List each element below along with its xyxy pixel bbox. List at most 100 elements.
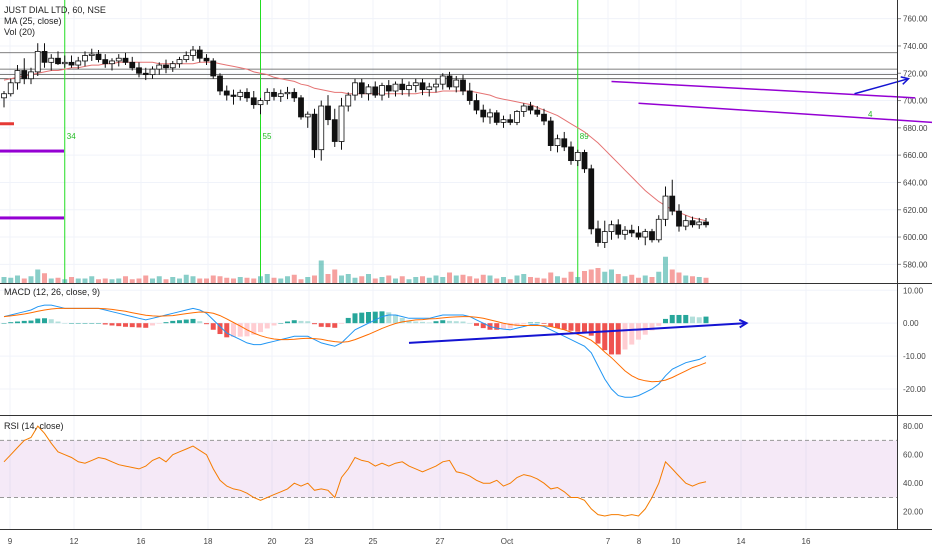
macd-histogram-bar: [170, 320, 176, 324]
macd-histogram-bar: [305, 321, 311, 324]
candle-body: [635, 232, 642, 238]
candle-body: [61, 61, 68, 65]
volume-bar: [129, 279, 135, 283]
candle-body: [412, 82, 419, 86]
candle-body: [365, 86, 372, 95]
macd-histogram-bar: [561, 323, 567, 330]
vertical-marker-label: 34: [67, 132, 76, 141]
macd-histogram-bar: [467, 323, 473, 324]
volume-bar: [345, 274, 351, 283]
volume-bar: [244, 277, 250, 283]
macd-histogram-bar: [55, 321, 61, 324]
candle-body: [345, 94, 352, 107]
candle-body: [271, 91, 277, 97]
candle-body: [608, 224, 615, 232]
candle-body: [41, 51, 48, 63]
volume-bar: [170, 277, 176, 283]
price-legend: JUST DIAL LTD, 60, NSE MA (25, close) Vo…: [4, 5, 106, 38]
candle-body: [696, 221, 703, 226]
candle-body: [406, 85, 412, 91]
volume-bar: [163, 279, 169, 283]
macd-histogram-bar: [278, 323, 284, 324]
macd-histogram-bar: [413, 321, 419, 324]
candle-body: [352, 82, 358, 96]
macd-histogram-bar: [251, 323, 257, 335]
macd-legend[interactable]: MACD (12, 26, close, 9): [4, 287, 101, 297]
candle-body: [264, 91, 271, 101]
candle-body: [311, 113, 318, 151]
signal-line: [3, 307, 707, 383]
volume-bar: [480, 274, 486, 283]
volume-bar: [352, 277, 358, 283]
left-marker: [0, 216, 64, 220]
volume-bar: [393, 278, 398, 283]
macd-histogram-bar: [35, 318, 41, 324]
price-tick-label: 760.00: [903, 15, 928, 24]
macd-histogram-bar: [102, 323, 108, 325]
volume-bar: [379, 277, 385, 283]
candle-body: [21, 70, 28, 80]
candle-body: [574, 152, 581, 162]
candle-body: [689, 220, 696, 226]
price-tick-label: 700.00: [903, 97, 928, 106]
volume-bar: [359, 276, 365, 283]
macd-histogram-bar: [555, 323, 560, 329]
macd-histogram-bar: [75, 323, 81, 324]
volume-bar: [426, 277, 432, 283]
macd-histogram-bar: [703, 316, 709, 324]
price-tick-label: 600.00: [903, 233, 928, 242]
volume-bar: [8, 277, 14, 283]
volume-bar: [21, 278, 27, 283]
volume-bar: [663, 256, 668, 283]
candle-body: [682, 220, 689, 227]
macd-histogram-bar: [575, 323, 581, 332]
macd-histogram-bar: [312, 323, 317, 325]
volume-bar: [278, 278, 284, 283]
candle-body: [250, 97, 257, 106]
candle-body: [75, 60, 82, 66]
volume-bar: [89, 276, 95, 283]
date-tick-label: 18: [204, 537, 213, 546]
volume-bar: [217, 276, 223, 283]
macd-histogram-bar: [224, 323, 230, 338]
candle-body: [439, 75, 446, 85]
date-tick-label: 9: [8, 537, 13, 546]
candle-body: [520, 105, 527, 112]
ma-legend[interactable]: MA (25, close): [4, 16, 62, 26]
candle-body: [136, 67, 142, 74]
macd-histogram-bar: [116, 323, 122, 327]
candle-body: [588, 168, 595, 230]
macd-histogram-bar: [96, 323, 101, 324]
macd-histogram-bar: [258, 323, 263, 333]
candle-body: [28, 71, 34, 80]
macd-histogram-bar: [649, 323, 655, 331]
volume-bar: [325, 274, 331, 283]
candle-body: [1, 93, 7, 99]
volume-bar: [582, 271, 587, 283]
macd-tick-label: 0.00: [903, 319, 919, 328]
candle-body: [55, 57, 61, 65]
candle-body: [669, 195, 676, 212]
macd-histogram-bar: [690, 316, 695, 324]
macd-histogram-bar: [183, 319, 189, 324]
volume-bar: [642, 275, 648, 283]
macd-histogram-bar: [143, 323, 149, 328]
volume-legend[interactable]: Vol (20): [4, 27, 36, 37]
volume-bar: [541, 278, 547, 283]
rsi-legend[interactable]: RSI (14, close): [4, 421, 64, 431]
volume-bar: [568, 271, 574, 283]
candle-body: [379, 85, 385, 96]
symbol-label[interactable]: JUST DIAL LTD, 60, NSE: [4, 5, 106, 15]
date-tick-label: Oct: [501, 537, 514, 546]
macd-histogram-bar: [501, 323, 506, 330]
macd-histogram-bar: [291, 320, 297, 324]
macd-histogram-bar: [663, 318, 668, 324]
volume-bar: [271, 277, 277, 283]
macd-histogram-bar: [447, 320, 452, 324]
volume-bar: [474, 278, 479, 283]
volume-bar: [136, 278, 142, 283]
macd-histogram-bar: [656, 323, 662, 326]
volume-bar: [291, 274, 297, 283]
volume-bar: [602, 271, 608, 283]
candle-body: [163, 64, 169, 69]
